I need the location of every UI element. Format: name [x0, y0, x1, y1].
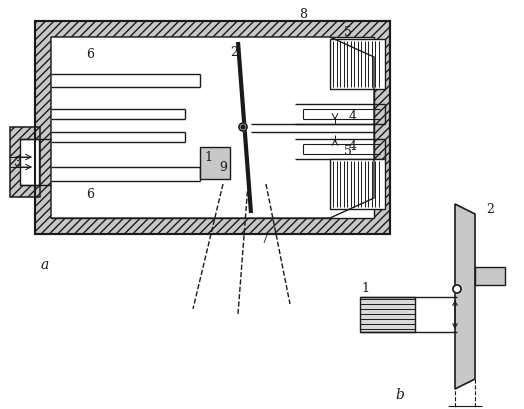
Bar	[51, 38, 374, 218]
Bar	[475, 267, 505, 285]
Text: a: a	[41, 257, 49, 271]
Text: 8: 8	[299, 9, 307, 21]
Text: 1: 1	[204, 151, 212, 164]
Text: 2: 2	[486, 203, 494, 216]
Circle shape	[453, 285, 461, 293]
Text: 2: 2	[230, 45, 238, 58]
Bar	[200, 148, 230, 180]
Text: 7: 7	[261, 233, 269, 246]
Bar	[330, 160, 385, 209]
Circle shape	[453, 285, 461, 293]
Polygon shape	[455, 204, 475, 389]
Bar	[330, 40, 385, 90]
Bar	[35, 22, 390, 234]
Text: 9: 9	[219, 161, 227, 174]
Polygon shape	[51, 38, 374, 218]
Bar	[20, 139, 39, 186]
Text: 5: 5	[344, 145, 352, 158]
Text: 6: 6	[86, 48, 94, 61]
Text: 3: 3	[14, 156, 22, 169]
Text: 4: 4	[349, 140, 357, 153]
Text: 5: 5	[344, 25, 352, 38]
Bar	[10, 128, 40, 198]
Bar	[360, 297, 415, 332]
Circle shape	[241, 126, 245, 130]
Text: 1: 1	[361, 282, 369, 295]
Text: b: b	[396, 387, 405, 401]
Bar	[35, 22, 390, 234]
Text: 6: 6	[86, 188, 94, 201]
Circle shape	[239, 124, 247, 132]
Text: 4: 4	[349, 110, 357, 123]
